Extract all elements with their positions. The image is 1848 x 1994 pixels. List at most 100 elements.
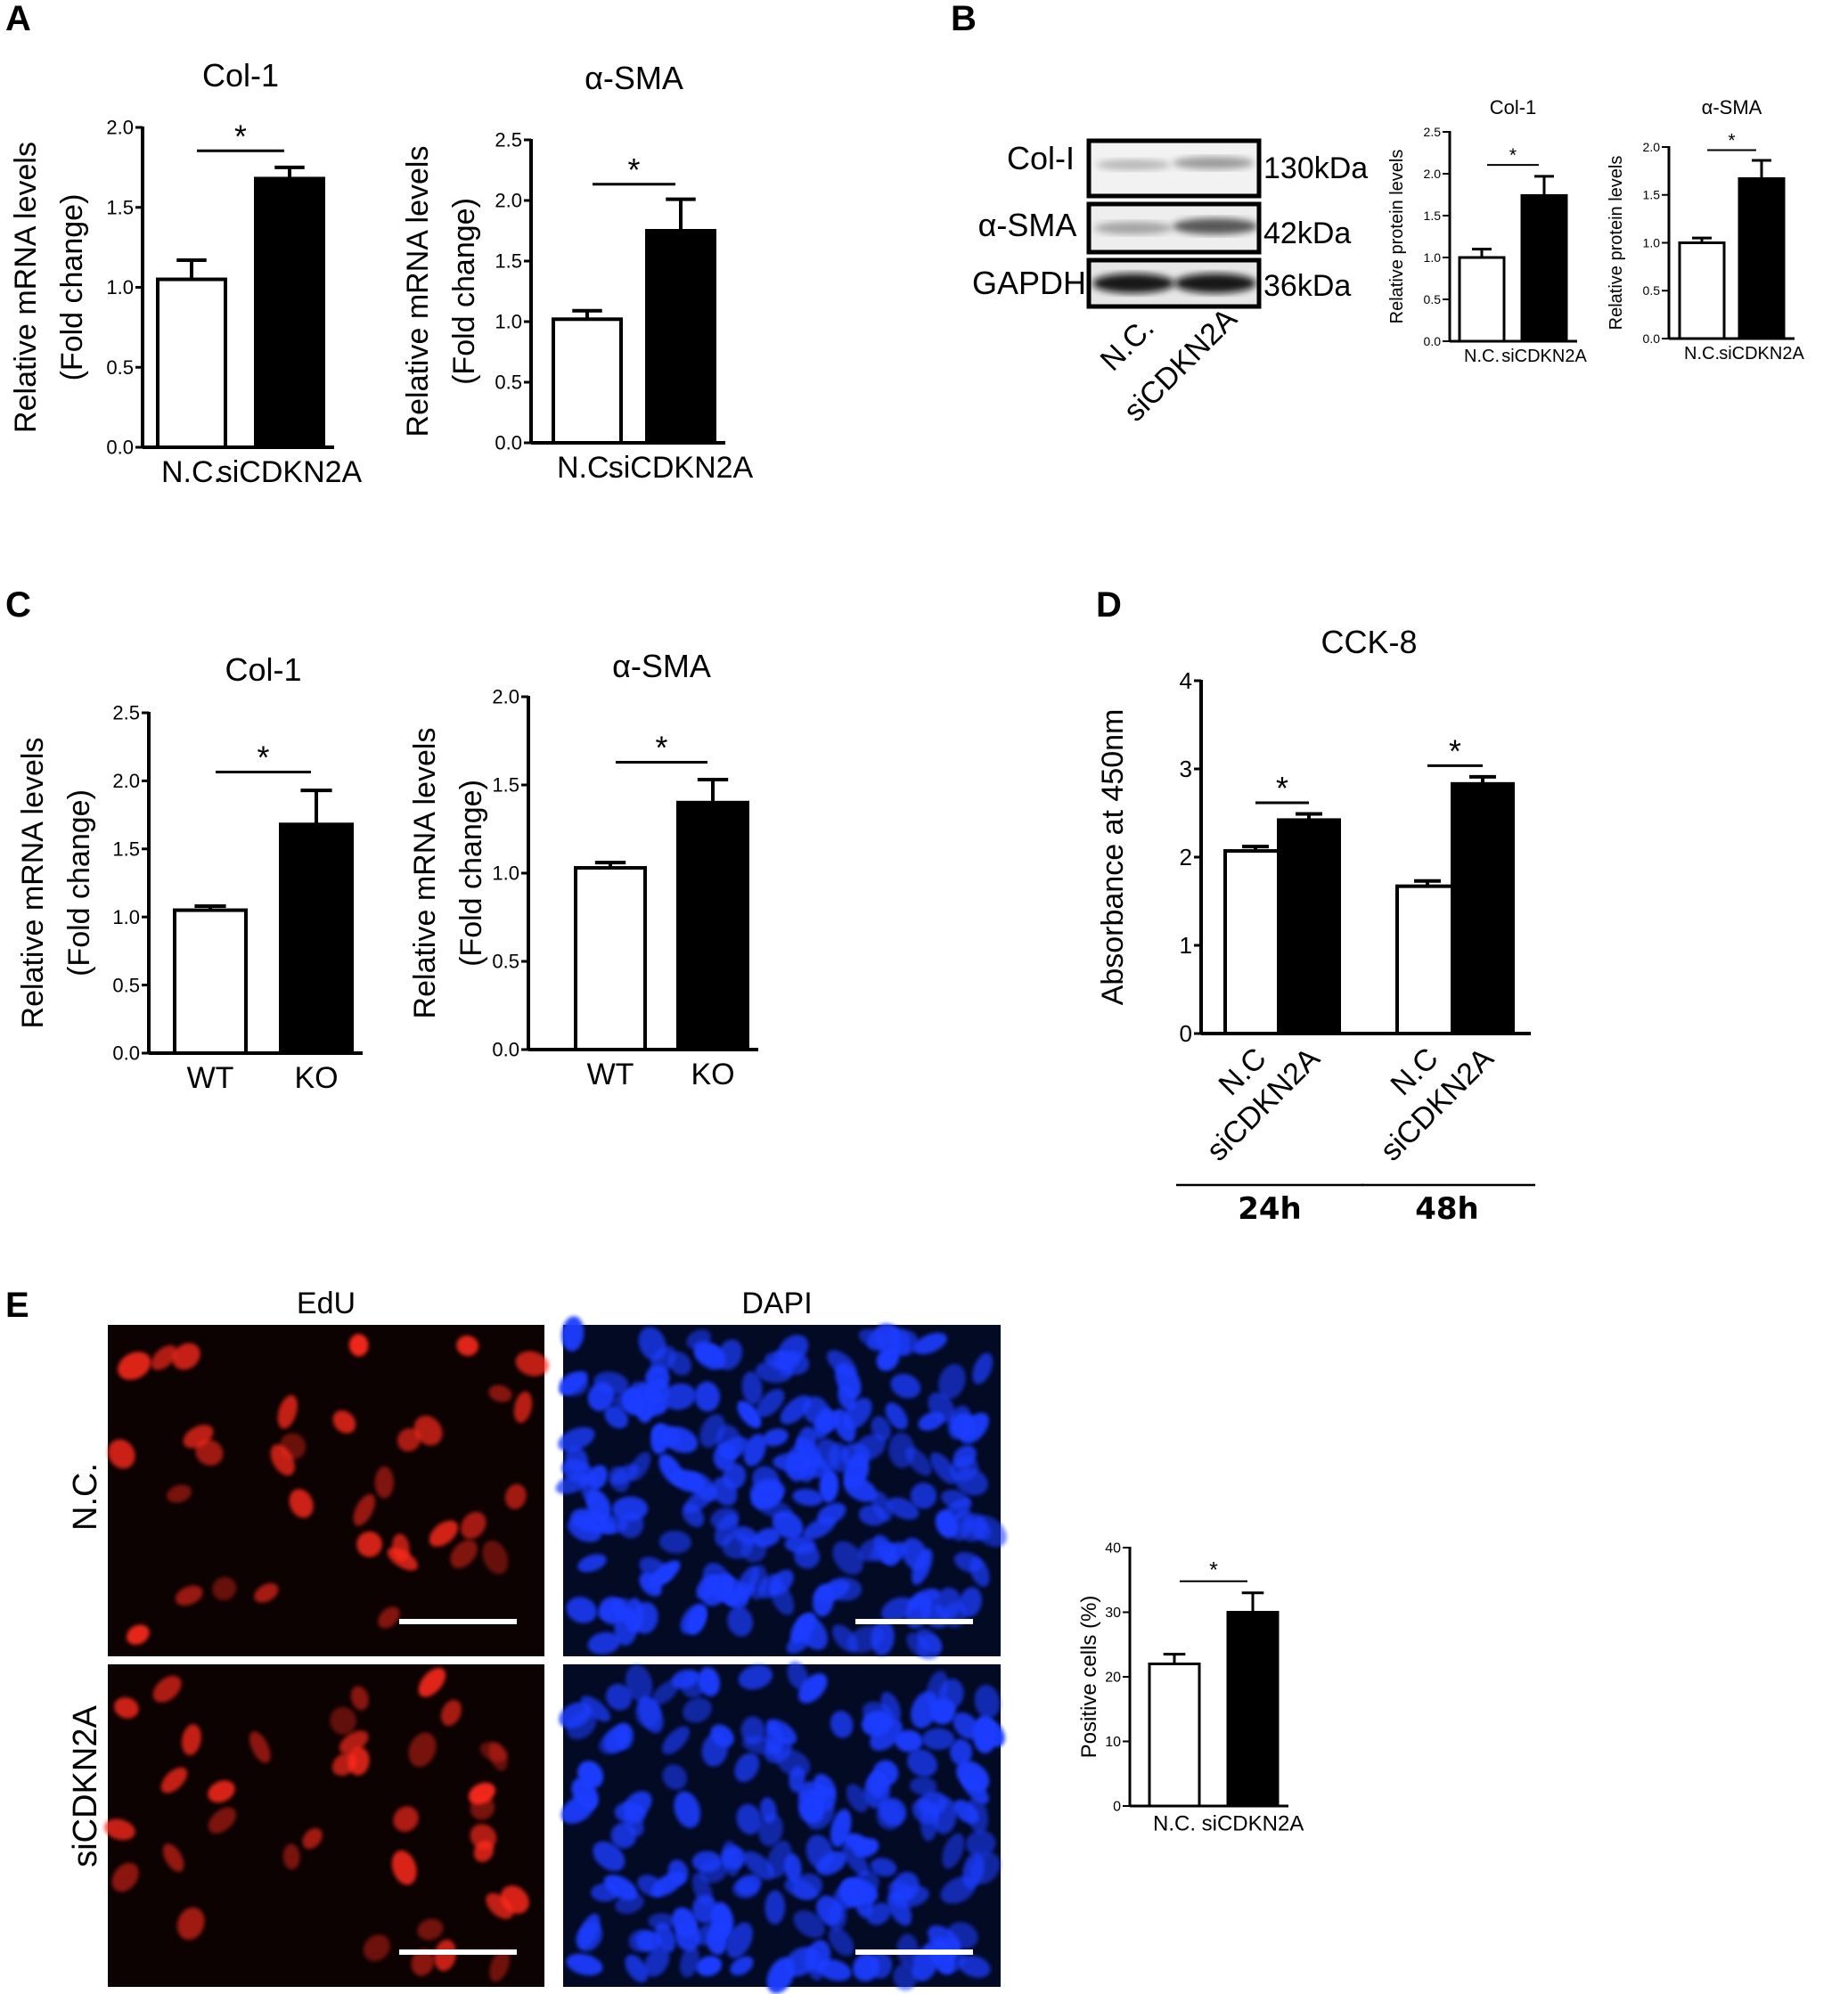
cell-nucleus bbox=[940, 1876, 976, 1904]
bar-control bbox=[1395, 884, 1460, 1035]
cell-nucleus bbox=[743, 1851, 775, 1881]
y-tick-label: 1.0 bbox=[1643, 235, 1661, 249]
cell-nucleus bbox=[715, 1424, 742, 1459]
cell-nucleus bbox=[683, 1697, 712, 1723]
cell-nucleus bbox=[559, 1370, 588, 1395]
cell-nucleus bbox=[614, 1802, 647, 1825]
panel-letter-e: E bbox=[5, 1286, 29, 1325]
significance-marker: * bbox=[628, 152, 641, 188]
cell-nucleus bbox=[722, 1840, 740, 1876]
y-axis-label: Positive cells (%) bbox=[1077, 1596, 1101, 1759]
cell-nucleus bbox=[470, 1795, 495, 1820]
cell-nucleus bbox=[701, 1733, 729, 1767]
cell-nucleus bbox=[585, 1489, 611, 1522]
cell-nucleus bbox=[663, 1383, 696, 1410]
dapi-col-label: DAPI bbox=[741, 1287, 812, 1320]
panel-letter-c: C bbox=[5, 585, 31, 625]
cell-nucleus bbox=[812, 1584, 835, 1617]
blot-band bbox=[1092, 274, 1174, 293]
cell-nucleus bbox=[929, 1452, 958, 1484]
cell-nucleus bbox=[658, 1530, 691, 1554]
y-tick-label: 0.0 bbox=[495, 432, 522, 454]
cell-nucleus bbox=[460, 1511, 487, 1540]
chart-e-positive-cells: 0 10 20 30 40 Positive cells (%) N.C. siCDKN2A * bbox=[1077, 1541, 1304, 1836]
y-axis-label: (Fold change) bbox=[447, 198, 481, 385]
cell-nucleus bbox=[880, 1597, 914, 1622]
cell-nucleus bbox=[885, 1402, 908, 1430]
y-tick-label: 30 bbox=[1105, 1606, 1121, 1621]
cell-nucleus bbox=[950, 1457, 979, 1482]
y-tick-label: 0.0 bbox=[1643, 331, 1661, 346]
cell-nucleus bbox=[902, 1537, 928, 1571]
cell-nucleus bbox=[450, 1540, 478, 1569]
chart-c-asma: α-SMA 0.0 0.5 1.0 1.5 2.0 Relative mRNA levels… bbox=[408, 648, 758, 1091]
cell-nucleus bbox=[208, 1780, 235, 1803]
cell-nucleus bbox=[772, 1510, 804, 1540]
cell-nucleus bbox=[738, 1664, 773, 1690]
western-blot: Col-I α-SMA GAPDH 130kDa 42kDa 36kDa N.C… bbox=[972, 138, 1368, 429]
scale-bar bbox=[855, 1619, 973, 1624]
blot-band bbox=[1173, 218, 1258, 234]
significance-marker: * bbox=[1209, 1558, 1218, 1583]
cell-nucleus bbox=[604, 1405, 629, 1429]
cell-nucleus bbox=[921, 1728, 955, 1750]
cell-nucleus bbox=[895, 1729, 923, 1753]
cell-nucleus bbox=[473, 1840, 495, 1862]
cell-nucleus bbox=[151, 1344, 177, 1370]
cell-nucleus bbox=[613, 1389, 642, 1411]
blot-band bbox=[1094, 222, 1173, 234]
y-tick-label: 1.0 bbox=[112, 906, 140, 928]
cell-nucleus bbox=[832, 1540, 863, 1575]
chart-title: Col-1 bbox=[225, 651, 301, 688]
cell-nucleus bbox=[913, 1332, 947, 1355]
y-tick-label: 0.5 bbox=[106, 356, 134, 379]
cell-nucleus bbox=[610, 1464, 639, 1485]
cell-nucleus bbox=[876, 1801, 903, 1830]
blot-size-36: 36kDa bbox=[1263, 269, 1351, 303]
cell-nucleus bbox=[587, 1631, 621, 1655]
cell-nucleus bbox=[758, 1813, 783, 1847]
cell-nucleus bbox=[167, 1484, 192, 1503]
cell-nucleus bbox=[910, 1777, 937, 1795]
y-tick-label: 1.5 bbox=[1643, 188, 1661, 202]
bar-treated bbox=[279, 822, 354, 1056]
cell-nucleus bbox=[756, 1388, 785, 1418]
cell-nucleus bbox=[302, 1827, 323, 1850]
cell-nucleus bbox=[839, 1442, 871, 1467]
y-axis-label: (Fold change) bbox=[62, 789, 96, 977]
cell-nucleus bbox=[625, 1664, 653, 1703]
cell-nucleus bbox=[765, 1890, 786, 1925]
cell-nucleus bbox=[249, 1731, 271, 1763]
row-label-nc: N.C. bbox=[67, 1463, 104, 1531]
x-tick-label: N.C. bbox=[1464, 347, 1500, 366]
bar-control bbox=[1678, 241, 1726, 340]
y-tick-label: 40 bbox=[1105, 1541, 1121, 1557]
cell-nucleus bbox=[282, 1843, 300, 1870]
cell-nucleus bbox=[270, 1444, 295, 1476]
y-tick-label: 3 bbox=[1180, 756, 1192, 782]
cell-nucleus bbox=[932, 1797, 957, 1835]
y-tick-label: 1.0 bbox=[1424, 250, 1442, 265]
cell-nucleus bbox=[672, 1907, 699, 1939]
cell-nucleus bbox=[816, 1895, 843, 1926]
significance-marker: * bbox=[258, 740, 270, 775]
cell-nucleus bbox=[212, 1576, 237, 1601]
scale-bar bbox=[399, 1619, 517, 1624]
cell-nucleus bbox=[887, 1892, 912, 1926]
cell-nucleus bbox=[942, 1833, 965, 1869]
bar-treated bbox=[1738, 176, 1786, 340]
cell-nucleus bbox=[111, 1862, 139, 1892]
y-axis-label: Absorbance at 450nm bbox=[1096, 709, 1130, 1006]
cell-nucleus bbox=[858, 1538, 887, 1562]
cell-nucleus bbox=[339, 1730, 369, 1754]
cell-nucleus bbox=[737, 1401, 762, 1428]
cell-nucleus bbox=[955, 1761, 990, 1792]
cell-nucleus bbox=[662, 1726, 690, 1755]
y-tick-label: 20 bbox=[1105, 1671, 1121, 1686]
y-tick-label: 1.5 bbox=[495, 250, 522, 273]
cell-nucleus bbox=[611, 1598, 634, 1624]
y-tick-label: 2.5 bbox=[1424, 125, 1442, 139]
cell-nucleus bbox=[949, 1738, 973, 1766]
cell-nucleus bbox=[634, 1697, 660, 1728]
panel-letter-d: D bbox=[1096, 585, 1122, 625]
